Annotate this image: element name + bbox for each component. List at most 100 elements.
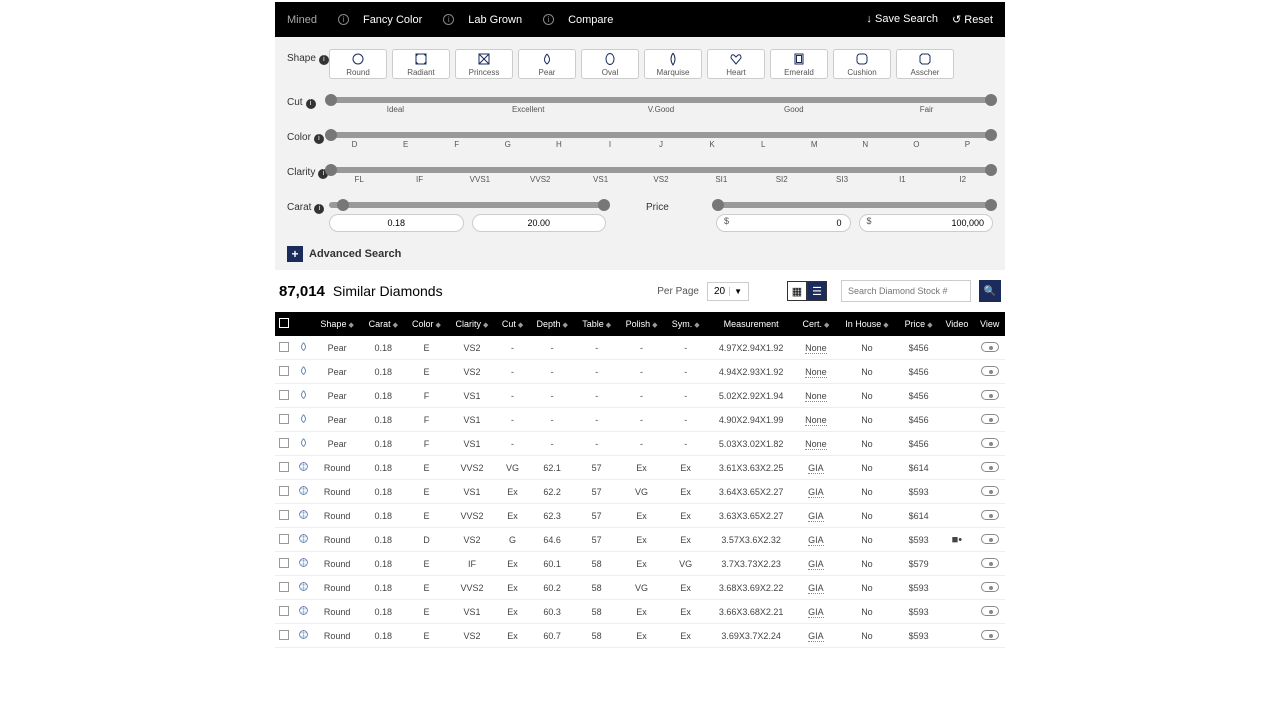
carat-min-input[interactable] bbox=[329, 214, 464, 232]
grid-view-button[interactable]: ▦ bbox=[787, 281, 807, 301]
table-row[interactable]: Pear0.18FVS1-----4.90X2.94X1.99NoneNo$45… bbox=[275, 408, 1005, 432]
price-slider[interactable] bbox=[716, 202, 993, 208]
cert-link[interactable]: GIA bbox=[808, 583, 824, 594]
cert-link[interactable]: None bbox=[805, 367, 827, 378]
advanced-search-toggle[interactable]: + Advanced Search bbox=[287, 246, 993, 262]
info-icon[interactable]: i bbox=[314, 204, 324, 214]
shape-radiant[interactable]: Radiant bbox=[392, 49, 450, 79]
view-button[interactable] bbox=[981, 390, 999, 400]
cert-link[interactable]: None bbox=[805, 415, 827, 426]
shape-asscher[interactable]: Asscher bbox=[896, 49, 954, 79]
price-min-input[interactable] bbox=[716, 214, 851, 232]
view-button[interactable] bbox=[981, 366, 999, 376]
list-view-button[interactable]: ☰ bbox=[807, 281, 827, 301]
row-checkbox[interactable] bbox=[279, 582, 289, 592]
tab-compare[interactable]: Compare bbox=[568, 14, 613, 26]
table-row[interactable]: Round0.18EVS1Ex62.257VGEx3.64X3.65X2.27G… bbox=[275, 480, 1005, 504]
row-checkbox[interactable] bbox=[279, 606, 289, 616]
tab-mined[interactable]: Mined bbox=[287, 14, 317, 26]
shape-round[interactable]: Round bbox=[329, 49, 387, 79]
cert-link[interactable]: GIA bbox=[808, 463, 824, 474]
view-button[interactable] bbox=[981, 630, 999, 640]
clarity-slider[interactable] bbox=[329, 167, 993, 173]
cert-link[interactable]: GIA bbox=[808, 607, 824, 618]
row-checkbox[interactable] bbox=[279, 558, 289, 568]
tab-fancy-color[interactable]: Fancy Color bbox=[363, 14, 422, 26]
table-row[interactable]: Round0.18EVS2Ex60.758ExEx3.69X3.7X2.24GI… bbox=[275, 624, 1005, 648]
view-button[interactable] bbox=[981, 486, 999, 496]
row-checkbox[interactable] bbox=[279, 438, 289, 448]
table-row[interactable]: Round0.18EVS1Ex60.358ExEx3.66X3.68X2.21G… bbox=[275, 600, 1005, 624]
col-View[interactable]: View bbox=[974, 312, 1005, 336]
table-row[interactable]: Pear0.18FVS1-----5.02X2.92X1.94NoneNo$45… bbox=[275, 384, 1005, 408]
table-row[interactable]: Round0.18EVVS2VG62.157ExEx3.61X3.63X2.25… bbox=[275, 456, 1005, 480]
cert-link[interactable]: GIA bbox=[808, 631, 824, 642]
col-Carat[interactable]: Carat◆ bbox=[362, 312, 406, 336]
info-icon[interactable]: i bbox=[314, 134, 324, 144]
cert-link[interactable]: None bbox=[805, 343, 827, 354]
col-Video[interactable]: Video bbox=[939, 312, 974, 336]
info-icon[interactable]: i bbox=[443, 14, 454, 25]
table-row[interactable]: Round0.18EVVS2Ex60.258VGEx3.68X3.69X2.22… bbox=[275, 576, 1005, 600]
cert-link[interactable]: GIA bbox=[808, 511, 824, 522]
col-Cert.[interactable]: Cert.◆ bbox=[796, 312, 836, 336]
cert-link[interactable]: GIA bbox=[808, 559, 824, 570]
shape-marquise[interactable]: Marquise bbox=[644, 49, 702, 79]
row-checkbox[interactable] bbox=[279, 390, 289, 400]
table-row[interactable]: Pear0.18EVS2-----4.97X2.94X1.92NoneNo$45… bbox=[275, 336, 1005, 360]
row-checkbox[interactable] bbox=[279, 342, 289, 352]
cut-slider[interactable] bbox=[329, 97, 993, 103]
cert-link[interactable]: GIA bbox=[808, 487, 824, 498]
view-button[interactable] bbox=[981, 342, 999, 352]
cert-link[interactable]: GIA bbox=[808, 535, 824, 546]
shape-princess[interactable]: Princess bbox=[455, 49, 513, 79]
col-Cut[interactable]: Cut◆ bbox=[496, 312, 529, 336]
search-button[interactable]: 🔍 bbox=[979, 280, 1001, 302]
shape-emerald[interactable]: Emerald bbox=[770, 49, 828, 79]
shape-cushion[interactable]: Cushion bbox=[833, 49, 891, 79]
col-Sym.[interactable]: Sym.◆ bbox=[665, 312, 707, 336]
carat-slider[interactable] bbox=[329, 202, 606, 208]
price-max-input[interactable] bbox=[859, 214, 994, 232]
col-Shape[interactable]: Shape◆ bbox=[313, 312, 362, 336]
row-checkbox[interactable] bbox=[279, 462, 289, 472]
carat-max-input[interactable] bbox=[472, 214, 607, 232]
col-Polish[interactable]: Polish◆ bbox=[618, 312, 665, 336]
cert-link[interactable]: None bbox=[805, 391, 827, 402]
view-button[interactable] bbox=[981, 582, 999, 592]
view-button[interactable] bbox=[981, 414, 999, 424]
per-page-select[interactable]: 20▼ bbox=[707, 282, 749, 301]
view-button[interactable] bbox=[981, 534, 999, 544]
col-Clarity[interactable]: Clarity◆ bbox=[448, 312, 496, 336]
info-icon[interactable]: i bbox=[319, 55, 329, 65]
table-row[interactable]: Pear0.18FVS1-----5.03X3.02X1.82NoneNo$45… bbox=[275, 432, 1005, 456]
col-Color[interactable]: Color◆ bbox=[405, 312, 448, 336]
stock-search-input[interactable] bbox=[841, 280, 971, 302]
table-row[interactable]: Round0.18EVVS2Ex62.357ExEx3.63X3.65X2.27… bbox=[275, 504, 1005, 528]
color-slider[interactable] bbox=[329, 132, 993, 138]
view-button[interactable] bbox=[981, 462, 999, 472]
row-checkbox[interactable] bbox=[279, 414, 289, 424]
info-icon[interactable]: i bbox=[306, 99, 316, 109]
reset-button[interactable]: ↺ Reset bbox=[952, 13, 993, 26]
table-row[interactable]: Round0.18DVS2G64.657ExEx3.57X3.6X2.32GIA… bbox=[275, 528, 1005, 552]
row-checkbox[interactable] bbox=[279, 534, 289, 544]
table-row[interactable]: Round0.18EIFEx60.158ExVG3.7X3.73X2.23GIA… bbox=[275, 552, 1005, 576]
video-icon[interactable]: ■• bbox=[939, 528, 974, 552]
info-icon[interactable]: i bbox=[543, 14, 554, 25]
col-Table[interactable]: Table◆ bbox=[575, 312, 618, 336]
row-checkbox[interactable] bbox=[279, 366, 289, 376]
row-checkbox[interactable] bbox=[279, 510, 289, 520]
tab-lab-grown[interactable]: Lab Grown bbox=[468, 14, 522, 26]
col-Measurement[interactable]: Measurement bbox=[706, 312, 795, 336]
shape-oval[interactable]: Oval bbox=[581, 49, 639, 79]
col-Depth[interactable]: Depth◆ bbox=[529, 312, 575, 336]
col-Price[interactable]: Price◆ bbox=[898, 312, 940, 336]
table-row[interactable]: Pear0.18EVS2-----4.94X2.93X1.92NoneNo$45… bbox=[275, 360, 1005, 384]
row-checkbox[interactable] bbox=[279, 630, 289, 640]
shape-heart[interactable]: Heart bbox=[707, 49, 765, 79]
info-icon[interactable]: i bbox=[338, 14, 349, 25]
view-button[interactable] bbox=[981, 558, 999, 568]
col-In House[interactable]: In House◆ bbox=[836, 312, 898, 336]
shape-pear[interactable]: Pear bbox=[518, 49, 576, 79]
